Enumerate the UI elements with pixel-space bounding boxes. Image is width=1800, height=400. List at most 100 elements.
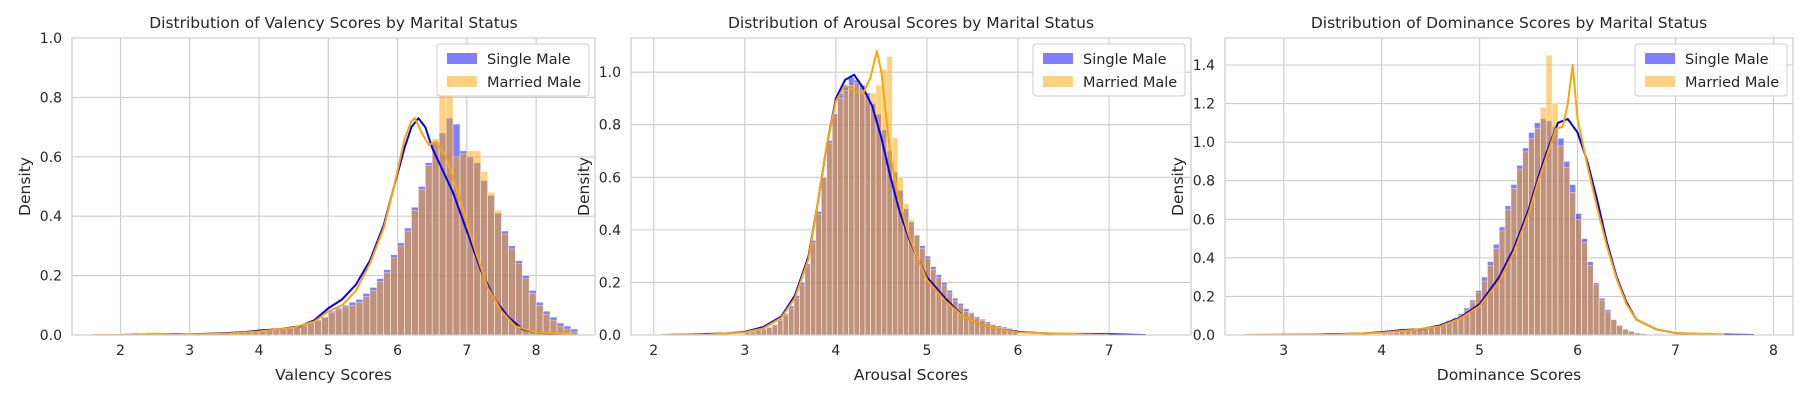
histogram-bar bbox=[1428, 327, 1435, 335]
histogram-bar bbox=[864, 95, 871, 335]
y-tick-label: 0.2 bbox=[1193, 289, 1215, 305]
histogram-married-male bbox=[744, 56, 1019, 335]
x-tick-labels: 3 4 5 6 7 8 bbox=[1279, 343, 1778, 359]
x-axis-label: Arousal Scores bbox=[854, 366, 968, 384]
histogram-bar bbox=[390, 257, 398, 335]
kde-lines bbox=[92, 117, 571, 335]
histogram-bar bbox=[821, 177, 828, 335]
histogram-bar bbox=[760, 328, 767, 335]
histogram-bar bbox=[777, 320, 784, 335]
x-tick-label: 8 bbox=[532, 343, 541, 359]
histogram-bar bbox=[1563, 166, 1571, 335]
histogram-bar bbox=[941, 284, 948, 335]
histogram-bar bbox=[1604, 311, 1612, 335]
x-tick-label: 2 bbox=[649, 343, 658, 359]
histogram-bar bbox=[1616, 325, 1623, 335]
histogram-bar bbox=[355, 302, 364, 335]
histogram-bar bbox=[1416, 329, 1424, 335]
histogram-bar bbox=[334, 309, 343, 335]
histogram-bar bbox=[1622, 328, 1629, 335]
histogram-bar bbox=[1540, 107, 1547, 335]
x-tick-label: 5 bbox=[1475, 343, 1484, 359]
histogram-bar bbox=[848, 85, 855, 335]
histogram-bar bbox=[870, 92, 877, 335]
y-tick-label: 1.0 bbox=[1193, 135, 1215, 151]
histogram-bar bbox=[501, 233, 509, 335]
histogram-bar bbox=[793, 297, 800, 335]
histogram-bar bbox=[459, 153, 468, 335]
x-tick-label: 3 bbox=[185, 343, 194, 359]
histogram-bar bbox=[1545, 55, 1553, 335]
chart-panel-2: 2 3 4 5 6 7 0.0 0.2 0.4 0.6 0.8 1.0 Distribution of … bbox=[575, 14, 1192, 384]
y-axis-label: Density bbox=[16, 157, 34, 216]
histogram-bar bbox=[1475, 292, 1482, 335]
histogram-bar bbox=[853, 82, 860, 335]
histogram-bar bbox=[1522, 151, 1529, 335]
histogram-bar bbox=[376, 281, 385, 335]
y-axis-label: Density bbox=[575, 157, 593, 216]
y-tick-label: 0.8 bbox=[599, 118, 621, 134]
histogram-bar bbox=[369, 290, 378, 335]
y-tick-label: 0.0 bbox=[1193, 328, 1215, 344]
x-axis-label: Valency Scores bbox=[275, 366, 392, 384]
y-tick-label: 0.4 bbox=[1193, 251, 1215, 267]
legend: Single Male Married Male bbox=[1032, 43, 1186, 97]
histogram-bar bbox=[946, 292, 953, 335]
legend-label-single-male: Single Male bbox=[1685, 52, 1769, 68]
y-tick-label: 0.6 bbox=[40, 150, 62, 166]
histogram-bar bbox=[494, 209, 502, 335]
histogram-bar bbox=[1510, 188, 1518, 335]
y-tick-label: 0.4 bbox=[40, 209, 62, 225]
histogram-bar bbox=[521, 278, 530, 335]
legend-swatch-married-male bbox=[1645, 76, 1675, 87]
axes-frame bbox=[71, 37, 596, 336]
kde-lines bbox=[662, 50, 1146, 335]
histogram-bar bbox=[1516, 168, 1524, 335]
x-tick-label: 7 bbox=[462, 343, 471, 359]
x-tick-label: 6 bbox=[1573, 343, 1582, 359]
histogram-bar bbox=[424, 165, 433, 335]
histogram-bar bbox=[1422, 328, 1429, 335]
histogram-bar bbox=[957, 305, 964, 335]
histogram-bar bbox=[979, 320, 986, 335]
x-tick-label: 8 bbox=[1769, 343, 1778, 359]
histogram-bar bbox=[1504, 209, 1512, 335]
histogram-bar bbox=[1592, 284, 1600, 335]
legend-label-married-male: Married Male bbox=[1685, 75, 1779, 91]
chart-title: Distribution of Valency Scores by Marita… bbox=[149, 14, 518, 32]
histogram-bar bbox=[837, 98, 844, 335]
x-axis-label: Dominance Scores bbox=[1437, 366, 1581, 384]
y-tick-label: 0.6 bbox=[599, 170, 621, 186]
x-tick-label: 7 bbox=[1671, 343, 1680, 359]
legend-swatch-single-male bbox=[1645, 53, 1675, 64]
y-tick-label: 0.8 bbox=[1193, 174, 1215, 190]
histogram-bar bbox=[445, 76, 454, 335]
histogram-bar bbox=[348, 304, 357, 335]
histogram-bar bbox=[755, 329, 762, 335]
histogram-bar bbox=[1598, 299, 1606, 335]
histogram-bar bbox=[1581, 242, 1588, 335]
y-tick-label: 0.0 bbox=[40, 328, 62, 344]
x-tick-label: 6 bbox=[393, 343, 402, 359]
x-tick-label: 3 bbox=[740, 343, 749, 359]
legend-label-married-male: Married Male bbox=[1083, 75, 1177, 91]
histogram-bar bbox=[300, 325, 308, 335]
legend-swatch-single-male bbox=[1043, 53, 1073, 64]
histogram-bar bbox=[968, 313, 975, 335]
y-tick-label: 1.2 bbox=[1193, 97, 1215, 113]
histogram-bar bbox=[431, 138, 440, 335]
histogram-bar bbox=[1569, 191, 1576, 335]
chart-title: Distribution of Dominance Scores by Mari… bbox=[1311, 14, 1707, 32]
x-tick-labels: 2 3 4 5 6 7 8 bbox=[116, 343, 541, 359]
legend-swatch-married-male bbox=[1043, 76, 1073, 87]
histogram-bar bbox=[935, 276, 942, 335]
histogram-bar bbox=[1481, 280, 1488, 335]
histogram-bar bbox=[886, 56, 893, 335]
histogram-bar bbox=[766, 327, 773, 335]
histogram-bar bbox=[1610, 319, 1618, 335]
y-tick-label: 1.0 bbox=[40, 31, 62, 47]
y-tick-labels: 0.0 0.2 0.4 0.6 0.8 1.0 bbox=[40, 31, 62, 344]
histogram-bar bbox=[804, 266, 811, 335]
